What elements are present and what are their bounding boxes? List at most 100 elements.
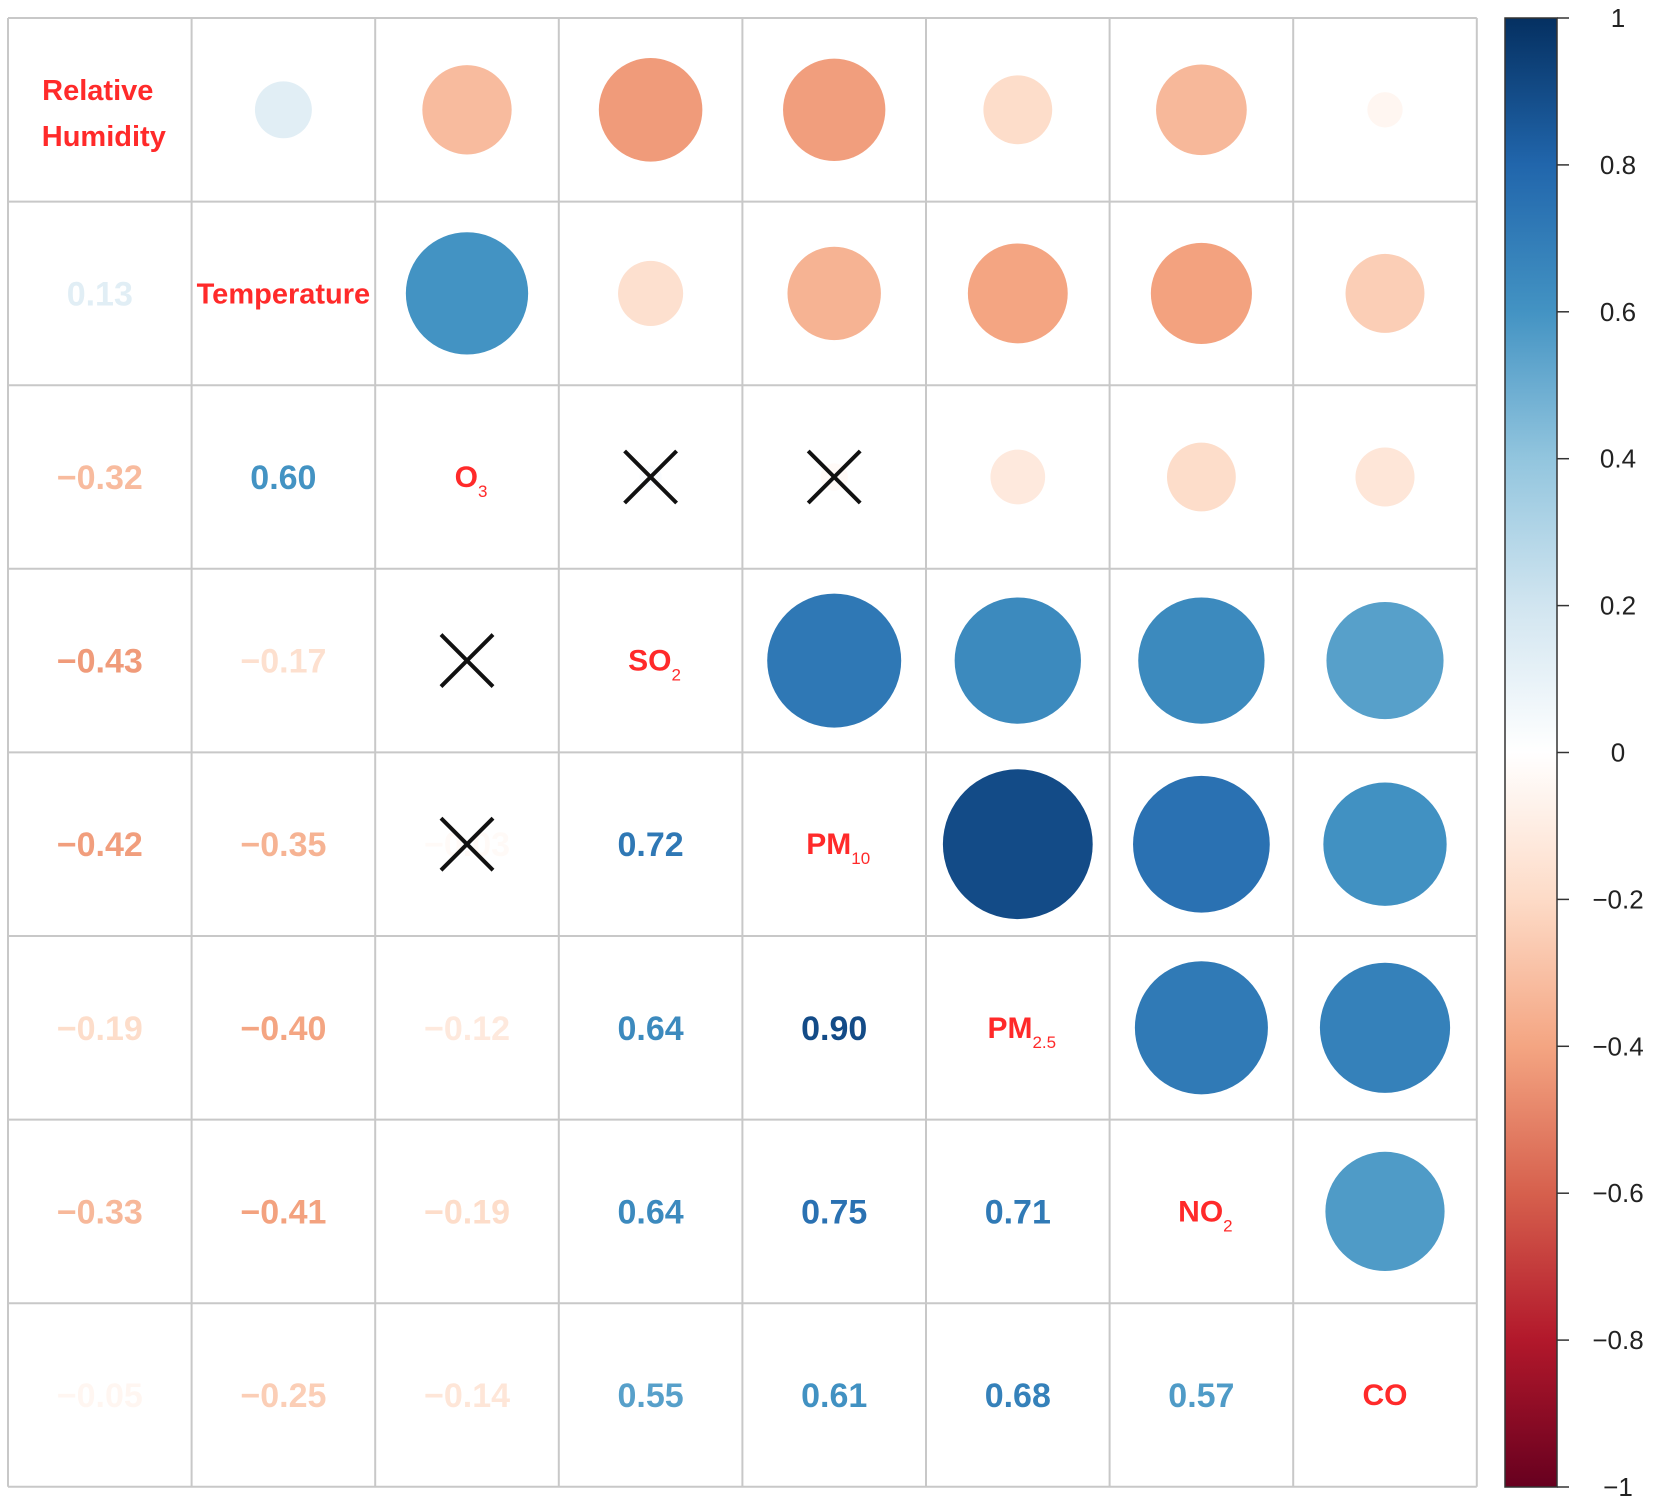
- matrix-cell-6-1: [191, 1119, 376, 1304]
- colorbar-legend: 1 0.8 0.6 0.4 0.2 0 −0.2 −0.4 −0.6 −0.8 −1: [1504, 3, 1644, 1502]
- matrix-cell-7-3: [558, 1303, 743, 1487]
- matrix-cell-4-0: [8, 752, 192, 936]
- correlation-circle: [1133, 775, 1270, 913]
- matrix-cell-5-4: [742, 936, 926, 1120]
- matrix-cell-0-0: [8, 18, 192, 202]
- diagonal-label: SO2: [628, 645, 681, 685]
- matrix-cell-2-0: [8, 385, 192, 569]
- correlation-value: 0.64: [618, 1010, 684, 1048]
- correlation-value: −0.14: [424, 1377, 510, 1415]
- colorbar-tick-label: 0.8: [1600, 150, 1636, 180]
- colorbar-gradient: [1504, 17, 1558, 1488]
- correlation-value: 0.71: [985, 1193, 1051, 1231]
- matrix-cell-2-1: [191, 385, 376, 569]
- correlation-circle: [405, 232, 529, 355]
- correlation-value: −0.05: [57, 1377, 143, 1415]
- diagonal-label: PM10: [806, 828, 870, 868]
- colorbar-tick-label: 1: [1611, 3, 1625, 33]
- correlation-value: −0.35: [240, 826, 326, 864]
- insignificant-cross-icon: [439, 816, 495, 872]
- correlation-value: −0.19: [57, 1010, 143, 1048]
- correlation-value: −0.33: [57, 1193, 143, 1231]
- matrix-cell-5-3: [558, 936, 743, 1120]
- diagonal-label: O3: [455, 461, 488, 501]
- matrix-grid: [7, 17, 1478, 1488]
- correlation-value: 0.61: [801, 1377, 867, 1415]
- correlation-circle: [1345, 253, 1425, 333]
- matrix-cell-5-1: [191, 936, 376, 1120]
- matrix-cell-6-5: [926, 1119, 1110, 1304]
- insignificant-cross-icon: [806, 449, 862, 505]
- matrix-cell-7-5: [926, 1303, 1110, 1487]
- correlation-circle: [1326, 602, 1444, 720]
- matrix-cell-5-0: [8, 936, 192, 1120]
- correlation-value: 0.90: [801, 1010, 867, 1048]
- correlation-value: −0.25: [240, 1377, 326, 1415]
- correlation-circle: [942, 769, 1093, 920]
- matrix-cell-2-2: [375, 385, 559, 569]
- correlation-circle: [1138, 597, 1265, 724]
- correlation-value: 0.75: [801, 1193, 867, 1231]
- diagonal-label: Relative Humidity: [42, 75, 166, 153]
- correlation-value: −0.43: [57, 643, 143, 681]
- correlation-value: −0.41: [240, 1193, 326, 1231]
- correlation-value: −0.40: [240, 1010, 326, 1048]
- matrix-cell-7-1: [191, 1303, 376, 1487]
- correlation-value: −0.12: [424, 1010, 510, 1048]
- correlation-circle: [990, 449, 1046, 505]
- matrix-cell-4-3: [558, 752, 743, 936]
- correlation-value: −0.19: [424, 1193, 510, 1231]
- correlation-circle: [1367, 92, 1403, 128]
- matrix-cell-3-0: [8, 568, 192, 753]
- matrix-cell-6-0: [8, 1119, 192, 1304]
- correlation-value: 0.13: [67, 275, 133, 313]
- correlation-value: 0.60: [250, 459, 316, 497]
- matrix-cell-6-6: [1109, 1119, 1294, 1304]
- matrix-cell-3-1: [191, 568, 376, 753]
- diagonal-label: NO2: [1178, 1195, 1232, 1235]
- matrix-marks: Relative Humidity 0.13 Temperature −0.32 0.60…: [42, 58, 1451, 1415]
- correlation-value: −0.17: [240, 643, 326, 681]
- correlation-circle: [783, 58, 886, 161]
- correlation-circle: [254, 81, 312, 139]
- matrix-cell-1-1: [191, 201, 376, 386]
- insignificant-cross-icon: [439, 633, 495, 689]
- correlation-circle: [787, 246, 881, 341]
- correlation-circle: [983, 75, 1053, 145]
- insignificant-cross-icon: [623, 449, 679, 505]
- colorbar-tick-label: 0: [1611, 738, 1625, 768]
- matrix-cell-1-0: [8, 201, 192, 386]
- matrix-cell-7-6: [1109, 1303, 1294, 1487]
- matrix-cell-7-0: [8, 1303, 192, 1487]
- matrix-cell-7-2: [375, 1303, 559, 1487]
- correlation-circle: [1323, 782, 1447, 906]
- matrix-cell-3-3: [558, 568, 743, 753]
- diagonal-label: CO: [1363, 1379, 1408, 1412]
- correlation-circle: [1156, 64, 1247, 156]
- correlation-circle: [1319, 962, 1451, 1093]
- colorbar-tick-label: 0.2: [1600, 591, 1636, 621]
- colorbar-tick-label: −0.2: [1592, 884, 1643, 914]
- correlation-value: 0.68: [985, 1377, 1051, 1415]
- matrix-cell-4-4: [742, 752, 926, 936]
- colorbar-tick-label: −0.6: [1592, 1178, 1643, 1208]
- correlation-circle: [1355, 447, 1415, 507]
- matrix-cell-5-2: [375, 936, 559, 1120]
- correlation-value: 0.57: [1168, 1377, 1234, 1415]
- correlation-value: 0.72: [618, 826, 684, 864]
- matrix-cell-7-4: [742, 1303, 926, 1487]
- correlation-value: 0.55: [618, 1377, 684, 1415]
- diagonal-label: PM2.5: [987, 1012, 1056, 1052]
- correlation-circle: [967, 243, 1068, 344]
- correlation-circle: [954, 597, 1081, 724]
- correlation-circle: [598, 58, 703, 162]
- colorbar-tick-label: 0.4: [1600, 444, 1636, 474]
- matrix-cell-6-4: [742, 1119, 926, 1304]
- matrix-cell-6-3: [558, 1119, 743, 1304]
- matrix-cell-6-2: [375, 1119, 559, 1304]
- correlation-circle: [618, 260, 684, 326]
- colorbar-tick-label: −1: [1603, 1472, 1633, 1502]
- correlation-circle: [1150, 242, 1252, 344]
- colorbar-tick-label: −0.8: [1592, 1325, 1643, 1355]
